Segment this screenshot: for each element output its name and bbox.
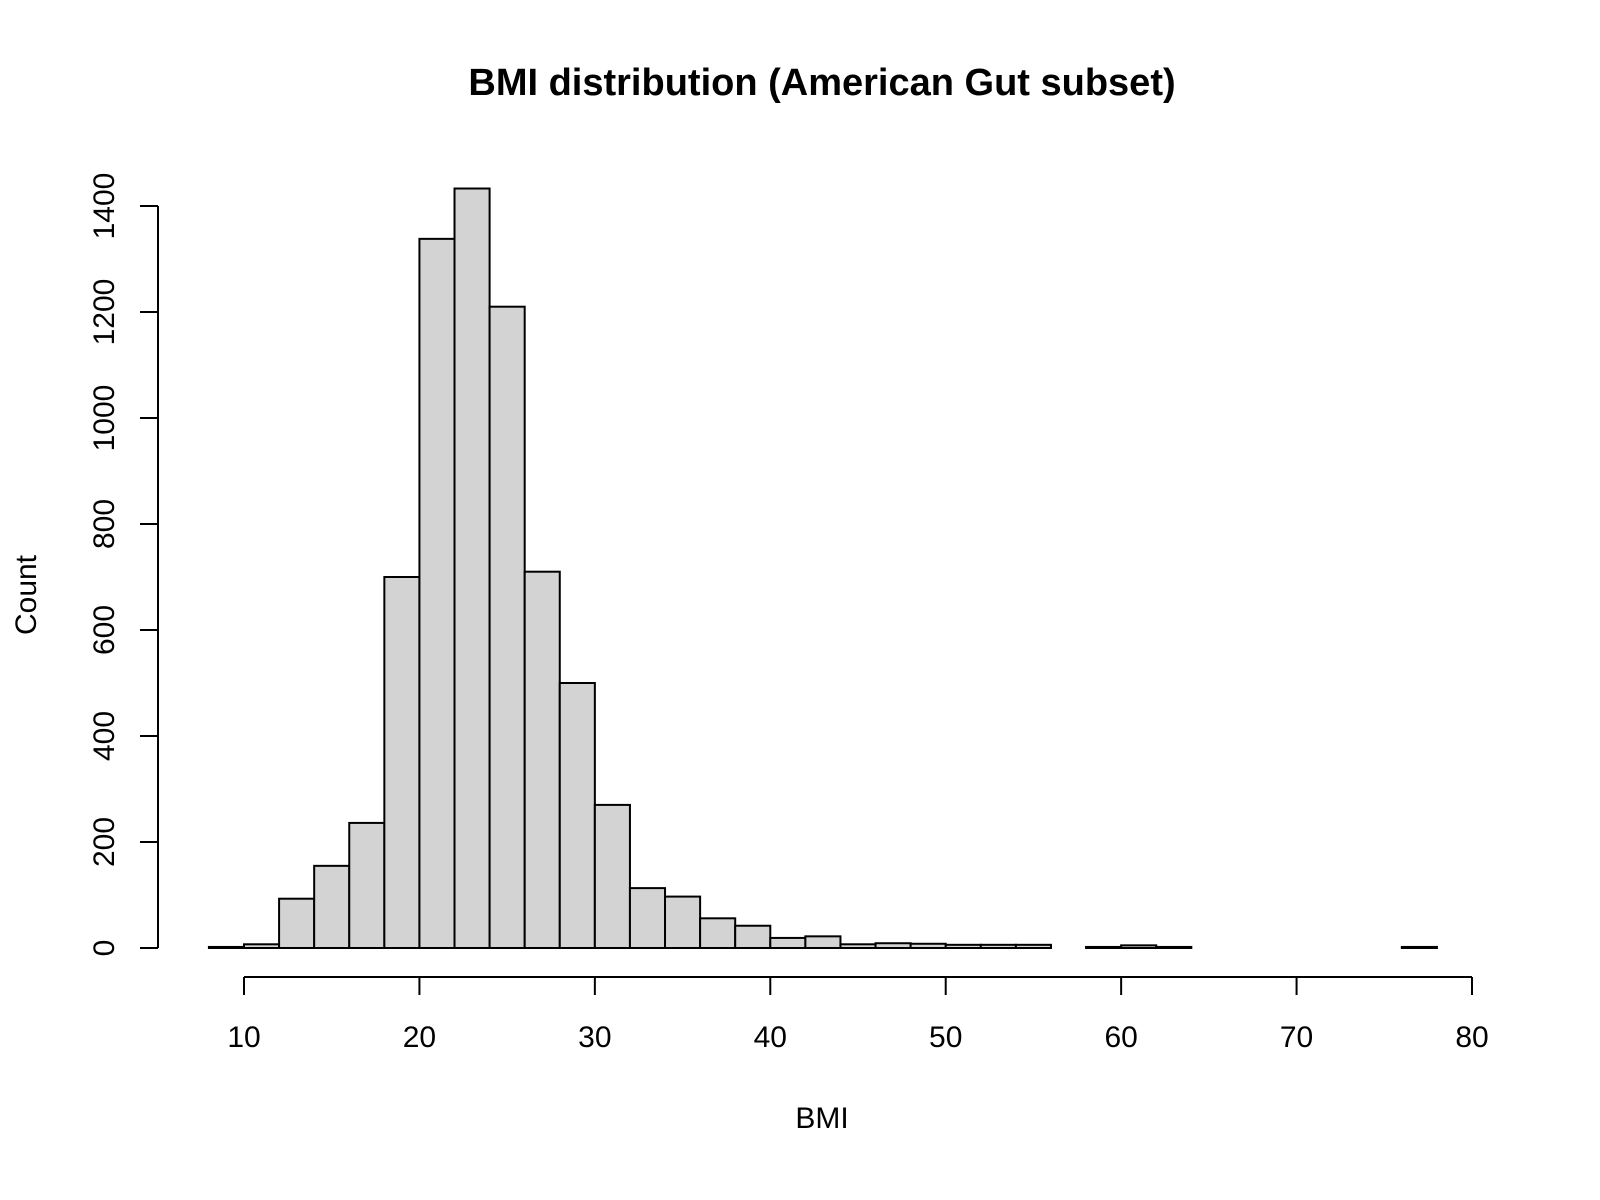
histogram-bar — [839, 943, 877, 949]
x-tick-label: 70 — [1280, 1021, 1313, 1054]
bars-group — [207, 187, 1438, 950]
histogram-bar — [593, 803, 631, 950]
x-tick-label: 50 — [929, 1021, 962, 1054]
y-tick-label: 800 — [88, 499, 121, 549]
histogram-bar — [243, 943, 281, 949]
x-tick-label: 30 — [578, 1021, 611, 1054]
histogram-bar — [207, 945, 246, 950]
histogram-bar — [1400, 945, 1438, 950]
histogram-bar — [1155, 945, 1193, 950]
histogram-bar — [453, 187, 491, 949]
histogram-bar — [769, 936, 807, 949]
x-tick-label: 80 — [1455, 1021, 1488, 1054]
y-tick-label: 200 — [88, 817, 121, 867]
histogram-bar — [348, 821, 386, 949]
histogram-bar — [664, 895, 702, 950]
y-axis: 0 200 400 600 800 1000 1200 1400 — [88, 173, 159, 957]
x-tick-label: 20 — [403, 1021, 436, 1054]
histogram-bar — [1120, 944, 1158, 949]
histogram-bar — [418, 237, 456, 950]
y-tick-label: 0 — [88, 940, 121, 957]
y-axis-label: Count — [10, 554, 43, 635]
histogram-bar — [313, 864, 351, 949]
x-tick-label: 40 — [754, 1021, 787, 1054]
y-tick-label: 1400 — [88, 173, 121, 240]
histogram-bar — [383, 576, 421, 949]
histogram-bar — [909, 942, 947, 950]
histogram-bar — [558, 682, 596, 949]
histogram-bar — [979, 943, 1017, 950]
x-tick-label: 10 — [227, 1021, 260, 1054]
histogram-bar — [874, 942, 912, 949]
chart-title: BMI distribution (American Gut subset) — [468, 62, 1175, 104]
histogram-bar — [699, 917, 737, 950]
y-tick-label: 1000 — [88, 385, 121, 452]
x-tick-label: 60 — [1104, 1021, 1137, 1054]
histogram-bar — [278, 897, 316, 950]
x-axis: 10 20 30 40 50 60 70 80 — [227, 976, 1489, 1054]
histogram-bar — [1014, 943, 1052, 950]
histogram-bar — [1085, 945, 1123, 950]
histogram-bar — [488, 305, 526, 949]
x-axis-label: BMI — [795, 1102, 848, 1135]
histogram-bar — [734, 924, 772, 949]
y-tick-label: 600 — [88, 605, 121, 655]
y-tick-label: 400 — [88, 711, 121, 761]
histogram-bar — [944, 943, 982, 950]
histogram-bar — [628, 887, 667, 949]
y-tick-label: 1200 — [88, 279, 121, 346]
histogram-bar — [804, 935, 842, 950]
histogram-bar — [523, 570, 561, 949]
